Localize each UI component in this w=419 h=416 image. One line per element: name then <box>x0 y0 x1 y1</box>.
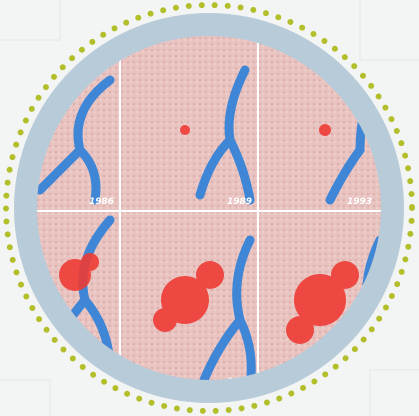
tile-label: 1986 <box>89 197 114 207</box>
tile-label: 1993 <box>347 197 372 207</box>
urban-areas <box>59 91 359 344</box>
tile-label: 1989 <box>227 197 252 207</box>
tile-dividers <box>37 36 381 380</box>
dotted-border <box>3 2 415 414</box>
